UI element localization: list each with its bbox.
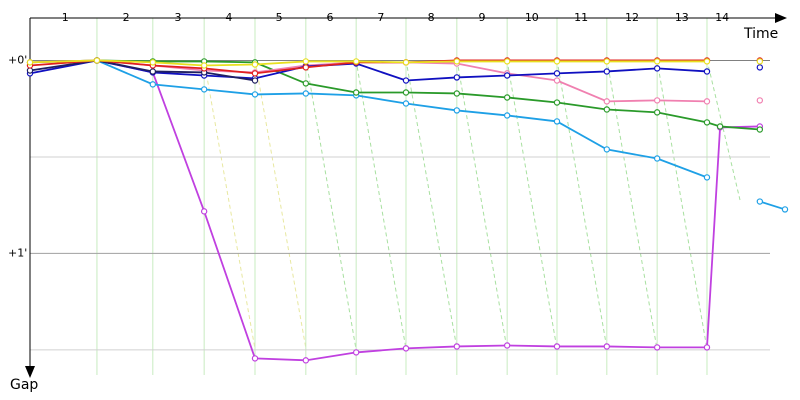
- point: [653, 58, 661, 65]
- point: [200, 62, 208, 69]
- point: [402, 59, 410, 66]
- series: [26, 57, 259, 84]
- point: [149, 81, 157, 88]
- point: [352, 349, 360, 356]
- point: [653, 97, 661, 104]
- point: [703, 344, 711, 351]
- point: [503, 58, 511, 65]
- point: [703, 98, 711, 105]
- point: [251, 77, 259, 84]
- point: [503, 94, 511, 101]
- point: [553, 118, 561, 125]
- point: [603, 58, 611, 65]
- point: [93, 57, 101, 64]
- series: [93, 57, 789, 213]
- point: [553, 77, 561, 84]
- point: [703, 174, 711, 181]
- point: [756, 198, 764, 205]
- point: [149, 59, 157, 66]
- series: [93, 57, 764, 364]
- point: [756, 58, 764, 65]
- point: [553, 70, 561, 77]
- point: [653, 155, 661, 162]
- point: [553, 343, 561, 350]
- point: [603, 68, 611, 75]
- traffic-line: [706, 59, 741, 201]
- point: [453, 343, 461, 350]
- point: [402, 100, 410, 107]
- x-axis-title: Time: [743, 26, 778, 42]
- point: [352, 58, 360, 65]
- point: [352, 89, 360, 96]
- point: [200, 86, 208, 93]
- traffic-line: [506, 59, 558, 350]
- traffic-line: [405, 59, 458, 350]
- point: [603, 146, 611, 153]
- point: [703, 119, 711, 126]
- traffic-line: [456, 59, 508, 350]
- series-line: [29, 59, 760, 131]
- y-tick-label: +1': [8, 246, 27, 259]
- traffic-line: [656, 59, 708, 350]
- point: [200, 208, 208, 215]
- point: [603, 106, 611, 113]
- point: [402, 77, 410, 84]
- y-axis-title: Gap: [10, 377, 38, 393]
- y-tick-label: +0': [8, 53, 27, 66]
- point: [251, 91, 259, 98]
- traffic-line: [305, 59, 357, 350]
- point: [756, 126, 764, 133]
- y-axis-arrow: [25, 366, 35, 378]
- point: [402, 345, 410, 352]
- series-line: [96, 59, 786, 211]
- point: [603, 343, 611, 350]
- point: [703, 68, 711, 75]
- point: [503, 112, 511, 119]
- point: [453, 58, 461, 65]
- traffic-line: [355, 59, 407, 350]
- traffic-line: [203, 59, 256, 350]
- point: [553, 99, 561, 106]
- traffic-line: [606, 59, 658, 350]
- point: [756, 97, 764, 104]
- point: [26, 59, 34, 66]
- point: [302, 58, 310, 65]
- point: [149, 68, 157, 75]
- point: [503, 342, 511, 349]
- point: [453, 90, 461, 97]
- point: [653, 65, 661, 72]
- point: [251, 61, 259, 68]
- point: [453, 107, 461, 114]
- point: [781, 206, 789, 213]
- point: [302, 80, 310, 87]
- point: [503, 72, 511, 79]
- point: [302, 64, 310, 71]
- point: [756, 64, 764, 71]
- point: [553, 58, 561, 65]
- lapped-traffic: [203, 59, 741, 350]
- series-line: [96, 59, 760, 362]
- series-line: [30, 60, 760, 101]
- point: [402, 89, 410, 96]
- series: [27, 58, 762, 68]
- traffic-line: [254, 59, 307, 350]
- x-axis-arrow: [775, 13, 787, 23]
- point: [251, 70, 259, 77]
- point: [453, 74, 461, 81]
- point: [653, 344, 661, 351]
- point: [653, 109, 661, 116]
- point: [603, 98, 611, 105]
- point: [302, 357, 310, 364]
- point: [251, 355, 259, 362]
- point: [703, 58, 711, 65]
- point: [716, 123, 724, 130]
- point: [302, 90, 310, 97]
